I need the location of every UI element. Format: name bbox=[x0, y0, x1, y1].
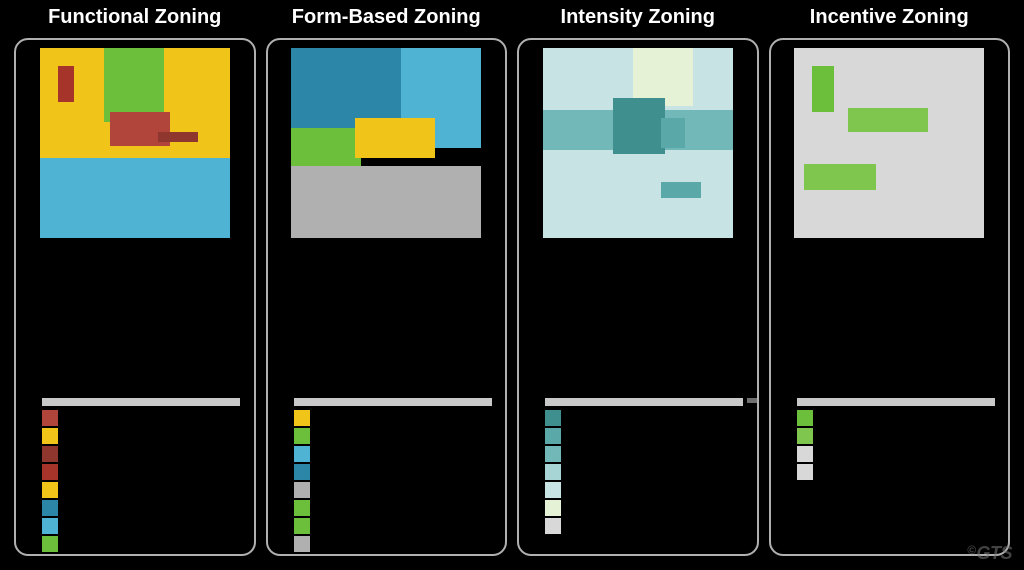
legend-bar-horizontal bbox=[294, 398, 492, 406]
panel-title: Functional Zoning bbox=[14, 6, 256, 32]
panel-0: Functional Zoning bbox=[14, 6, 256, 556]
map-block bbox=[104, 48, 164, 122]
legend-swatch bbox=[42, 464, 58, 480]
panel-3: Incentive Zoning bbox=[769, 6, 1011, 556]
legend-swatch bbox=[42, 446, 58, 462]
map-block bbox=[291, 128, 361, 172]
legend-swatch bbox=[42, 410, 58, 426]
legend-swatch bbox=[797, 428, 813, 444]
map-block bbox=[804, 164, 876, 190]
watermark: ©GTS bbox=[967, 543, 1012, 564]
legend-swatch bbox=[42, 500, 58, 516]
legend-swatch bbox=[797, 464, 813, 480]
map-block bbox=[40, 158, 230, 238]
panel-title: Intensity Zoning bbox=[517, 6, 759, 32]
map-block bbox=[613, 98, 665, 154]
legend-swatch bbox=[294, 464, 310, 480]
map-block bbox=[661, 118, 685, 148]
legend-swatch bbox=[294, 518, 310, 534]
map-block bbox=[158, 132, 198, 142]
map-block bbox=[58, 66, 74, 102]
zoning-map bbox=[543, 48, 733, 238]
zoning-map bbox=[40, 48, 230, 238]
panel-title: Form-Based Zoning bbox=[266, 6, 508, 32]
map-block bbox=[812, 66, 834, 112]
legend-swatch bbox=[42, 428, 58, 444]
legend-swatch bbox=[294, 446, 310, 462]
panel-1: Form-Based Zoning bbox=[266, 6, 508, 556]
watermark-text: GTS bbox=[976, 543, 1012, 563]
legend-swatch bbox=[294, 482, 310, 498]
legend-swatch bbox=[294, 410, 310, 426]
panel-title: Incentive Zoning bbox=[769, 6, 1011, 32]
map-block bbox=[633, 48, 693, 106]
panel-2: Intensity Zoning bbox=[517, 6, 759, 556]
panel-box bbox=[769, 38, 1011, 556]
legend-bar-horizontal bbox=[42, 398, 240, 406]
legend-swatch bbox=[545, 446, 561, 462]
legend-swatch bbox=[294, 500, 310, 516]
legend-swatch bbox=[294, 428, 310, 444]
legend-swatch bbox=[545, 500, 561, 516]
map-block bbox=[661, 182, 701, 198]
legend-swatch bbox=[545, 410, 561, 426]
legend-swatch bbox=[797, 410, 813, 426]
panel-box bbox=[14, 38, 256, 556]
zoning-map bbox=[291, 48, 481, 238]
legend-bar-horizontal bbox=[797, 398, 995, 406]
map-block bbox=[355, 118, 435, 158]
legend-swatch bbox=[545, 428, 561, 444]
legend-swatch bbox=[545, 518, 561, 534]
legend-swatch bbox=[42, 482, 58, 498]
legend-bar-extra bbox=[747, 398, 759, 403]
map-block bbox=[848, 108, 928, 132]
legend-bar-horizontal bbox=[545, 398, 743, 406]
legend-swatch bbox=[42, 518, 58, 534]
map-block bbox=[291, 166, 481, 238]
legend-swatch bbox=[294, 536, 310, 552]
zoning-map bbox=[794, 48, 984, 238]
legend-swatch bbox=[545, 482, 561, 498]
legend-swatch bbox=[545, 464, 561, 480]
legend-swatch bbox=[797, 446, 813, 462]
legend-swatch bbox=[42, 536, 58, 552]
panel-box bbox=[266, 38, 508, 556]
panel-box bbox=[517, 38, 759, 556]
